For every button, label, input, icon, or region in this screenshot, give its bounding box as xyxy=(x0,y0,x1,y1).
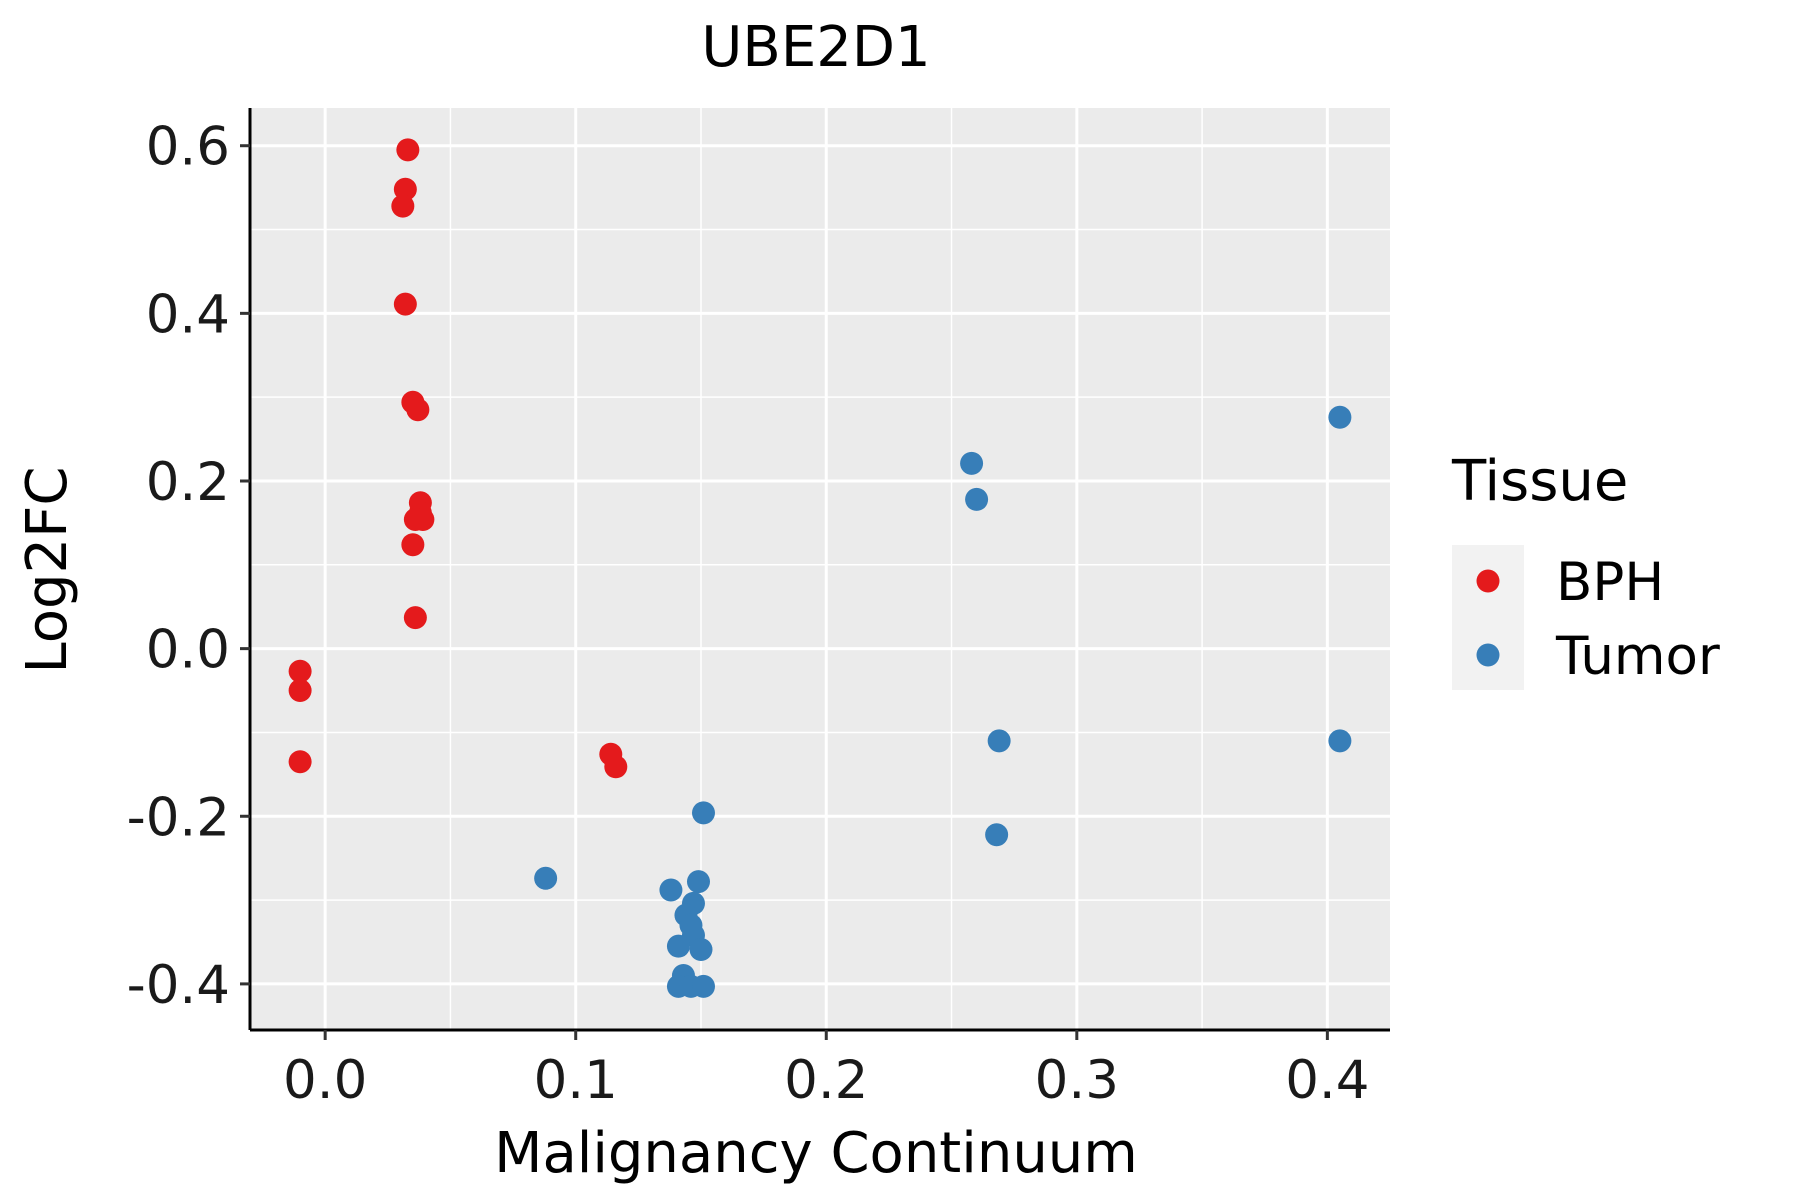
data-point-bph xyxy=(401,533,425,557)
y-tick-label: 0.4 xyxy=(146,284,230,345)
data-points xyxy=(288,138,1352,998)
y-tick-label: -0.2 xyxy=(127,787,230,848)
x-tick-label: 0.2 xyxy=(784,1050,868,1111)
legend-key-bph xyxy=(1476,569,1500,593)
y-tick-label: 0.0 xyxy=(146,620,230,681)
data-point-tumor xyxy=(985,823,1009,847)
legend-title: Tissue xyxy=(1451,449,1628,514)
data-point-tumor xyxy=(689,938,713,962)
grid-minor xyxy=(250,108,1390,1030)
data-point-bph xyxy=(604,755,628,779)
data-point-tumor xyxy=(666,934,690,958)
data-point-bph xyxy=(288,750,312,774)
x-axis-title: Malignancy Continuum xyxy=(494,1121,1138,1186)
grid-major xyxy=(250,108,1390,1030)
y-tick-label: 0.2 xyxy=(146,452,230,513)
data-point-tumor xyxy=(691,974,715,998)
plot-panel xyxy=(250,108,1390,1030)
data-point-bph xyxy=(396,138,420,162)
data-point-tumor xyxy=(1328,405,1352,429)
data-point-bph xyxy=(403,508,427,532)
y-axis-ticks: -0.4 -0.2 0.0 0.2 0.4 0.6 xyxy=(127,117,250,1016)
y-tick-label: 0.6 xyxy=(146,117,230,178)
data-point-tumor xyxy=(659,878,683,902)
x-tick-label: 0.3 xyxy=(1035,1050,1119,1111)
data-point-tumor xyxy=(1328,729,1352,753)
x-tick-label: 0.1 xyxy=(534,1050,618,1111)
data-point-bph xyxy=(393,292,417,316)
legend-key-tumor xyxy=(1476,643,1500,667)
legend-label-tumor: Tumor xyxy=(1555,626,1720,687)
data-point-tumor xyxy=(691,801,715,825)
y-axis-title: Log2FC xyxy=(15,467,80,674)
y-tick-label: -0.4 xyxy=(127,955,230,1016)
data-point-bph xyxy=(288,679,312,703)
x-tick-label: 0.0 xyxy=(283,1050,367,1111)
data-point-bph xyxy=(391,194,415,218)
data-point-tumor xyxy=(686,870,710,894)
legend-key-background xyxy=(1452,545,1524,690)
chart-title: UBE2D1 xyxy=(701,15,930,80)
data-point-bph xyxy=(288,659,312,683)
legend: Tissue BPH Tumor xyxy=(1451,449,1720,690)
data-point-tumor xyxy=(960,451,984,475)
data-point-tumor xyxy=(987,729,1011,753)
x-axis-ticks: 0.0 0.1 0.2 0.3 0.4 xyxy=(283,1030,1370,1111)
data-point-tumor xyxy=(965,487,989,511)
x-tick-label: 0.4 xyxy=(1285,1050,1369,1111)
data-point-bph xyxy=(403,606,427,630)
data-point-bph xyxy=(406,398,430,422)
legend-label-bph: BPH xyxy=(1556,552,1664,613)
data-point-tumor xyxy=(534,866,558,890)
